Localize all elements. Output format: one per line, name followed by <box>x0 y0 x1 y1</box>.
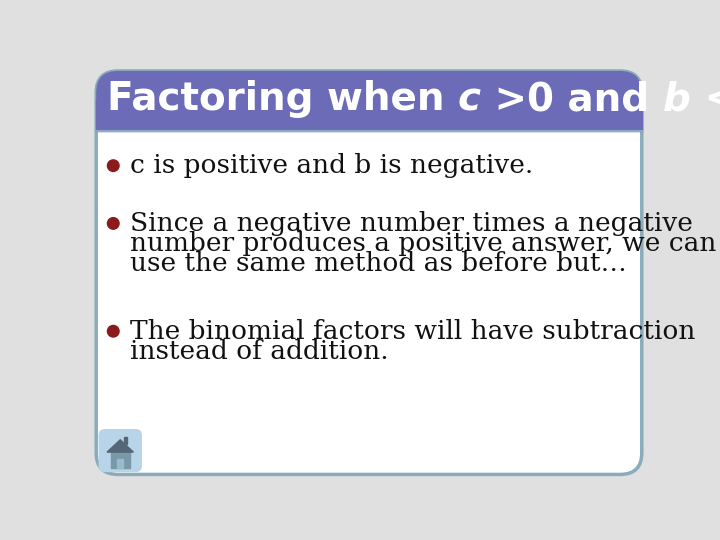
Circle shape <box>107 160 119 171</box>
FancyBboxPatch shape <box>99 429 142 472</box>
Text: The binomial factors will have subtraction: The binomial factors will have subtracti… <box>130 319 696 344</box>
Circle shape <box>107 218 119 229</box>
Text: Since a negative number times a negative: Since a negative number times a negative <box>130 211 693 236</box>
Polygon shape <box>107 440 133 452</box>
Bar <box>111 452 130 468</box>
Text: number produces a positive answer, we can: number produces a positive answer, we ca… <box>130 231 716 256</box>
FancyBboxPatch shape <box>96 71 642 475</box>
Text: >0 and: >0 and <box>481 80 662 118</box>
Text: Factoring when: Factoring when <box>107 80 458 118</box>
Text: c: c <box>458 80 481 118</box>
Bar <box>124 437 127 444</box>
Text: use the same method as before but…: use the same method as before but… <box>130 251 627 276</box>
Text: < 0.: < 0. <box>690 80 720 118</box>
Bar <box>96 99 642 131</box>
Text: c is positive and b is negative.: c is positive and b is negative. <box>130 153 534 178</box>
Text: instead of addition.: instead of addition. <box>130 339 389 364</box>
Circle shape <box>107 326 119 337</box>
Bar <box>117 459 123 468</box>
FancyBboxPatch shape <box>96 71 642 131</box>
Text: b: b <box>662 80 690 118</box>
